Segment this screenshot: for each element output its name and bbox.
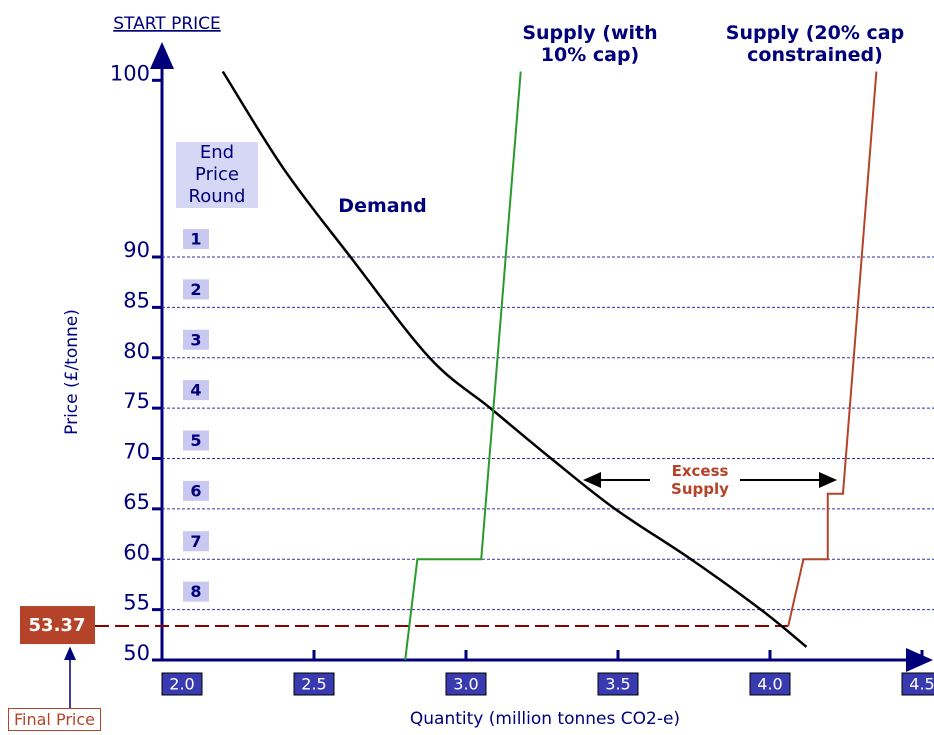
round-box — [183, 531, 209, 552]
round-number: 1 — [190, 230, 201, 249]
x-tick-label: 4.5 — [909, 675, 934, 694]
series-line — [221, 70, 808, 648]
y-tick-label: 75 — [123, 389, 150, 413]
y-tick-label: 65 — [123, 490, 150, 514]
y-tick-label: 80 — [123, 339, 150, 363]
final-price-box — [20, 606, 95, 645]
x-tick-box — [901, 672, 934, 696]
round-number: 2 — [190, 280, 201, 299]
x-tick-label: 4.0 — [757, 675, 782, 694]
y-tick-label: 90 — [123, 238, 150, 262]
round-number: 6 — [190, 481, 201, 500]
round-number: 7 — [190, 532, 201, 551]
round-box — [183, 430, 209, 451]
x-tick-box — [597, 672, 639, 696]
round-number: 8 — [190, 582, 201, 601]
x-tick-label: 2.5 — [301, 675, 326, 694]
series-label: Supply (20% cap constrained) — [725, 22, 905, 66]
round-box — [183, 581, 209, 602]
round-box — [183, 380, 209, 401]
series-label: Demand — [338, 195, 427, 217]
x-tick-label: 2.0 — [169, 675, 194, 694]
round-box — [183, 480, 209, 501]
x-axis-label: Quantity (million tonnes CO2-e) — [410, 709, 680, 729]
y-tick-label: 60 — [123, 540, 150, 564]
x-tick-label: 3.0 — [453, 675, 478, 694]
x-tick-box — [445, 672, 487, 696]
final-price-value: 53.37 — [29, 615, 86, 636]
series-line — [404, 71, 522, 661]
round-box — [183, 229, 209, 249]
y-tick-label: 70 — [123, 440, 150, 464]
round-number: 3 — [190, 330, 201, 349]
round-number: 4 — [190, 381, 201, 400]
x-tick-label: 3.5 — [605, 675, 630, 694]
y-tick-label: 50 — [123, 641, 150, 665]
y-tick-label: 85 — [123, 288, 150, 312]
y-axis-label: Price (£/tonne) — [62, 309, 82, 435]
round-box — [183, 329, 209, 350]
round-box — [183, 279, 209, 300]
chart-title: START PRICE — [113, 14, 221, 34]
round-header: End Price Round — [176, 142, 258, 208]
y-tick-label: 100 — [110, 61, 150, 85]
series-label: Supply (with 10% cap) — [522, 22, 658, 66]
x-tick-box — [749, 672, 791, 696]
series-line — [787, 71, 878, 627]
y-tick-label: 55 — [123, 591, 150, 615]
x-tick-box — [293, 672, 335, 696]
round-number: 5 — [190, 431, 201, 450]
x-tick-box — [161, 672, 203, 696]
final-price-label: Final Price — [8, 708, 101, 731]
annotation: Excess Supply — [671, 462, 729, 498]
